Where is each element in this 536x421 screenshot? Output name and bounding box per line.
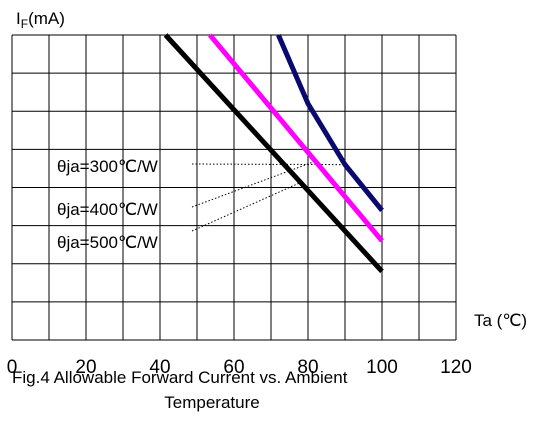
- series-leader-300: [191, 163, 346, 166]
- x-tick-label: 0: [7, 357, 18, 378]
- series-line-400: [208, 33, 384, 243]
- x-tick-label: 120: [440, 357, 472, 378]
- x-tick-label: 80: [297, 357, 318, 378]
- chart-caption-line1: Fig.4 Allowable Forward Current vs. Ambi…: [12, 368, 348, 387]
- series-leader-500: [191, 182, 301, 232]
- x-axis-label: Ta (℃): [474, 311, 527, 330]
- x-tick-label: 100: [366, 357, 398, 378]
- series-line-500: [163, 33, 384, 274]
- series-lines: [163, 33, 384, 274]
- series-label-300: θja=300℃/W: [57, 157, 158, 176]
- series-label-400: θja=400℃/W: [57, 200, 158, 219]
- series-labels: θja=300℃/W θja=400℃/W θja=500℃/W: [57, 157, 158, 252]
- series-leaders: [191, 160, 346, 232]
- y-axis-label-main: I: [16, 9, 21, 28]
- y-axis-label: IF(mA): [16, 9, 65, 31]
- x-tick-labels: 0 20 40 60 80 100 120: [7, 357, 472, 378]
- y-axis-label-unit: (mA): [28, 9, 65, 28]
- x-tick-label: 60: [223, 357, 244, 378]
- series-leader-400: [191, 160, 316, 208]
- x-tick-label: 20: [75, 357, 96, 378]
- series-label-500: θja=500℃/W: [57, 233, 158, 252]
- chart-caption-line2: Temperature: [164, 393, 259, 412]
- series-line-300: [276, 34, 384, 212]
- grid: [11, 34, 457, 341]
- x-tick-label: 40: [149, 357, 170, 378]
- y-axis-label-sub: F: [21, 17, 28, 31]
